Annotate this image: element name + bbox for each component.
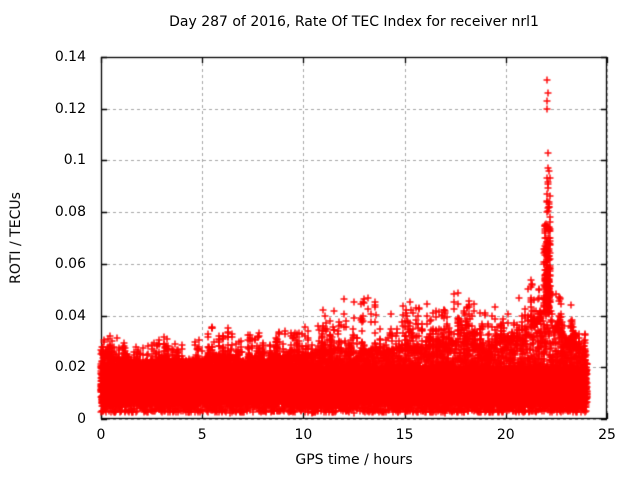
- y-tick-label: 0.12: [54, 100, 86, 117]
- x-tick-label: 10: [294, 427, 313, 443]
- x-tick-label: 5: [197, 427, 207, 443]
- y-axis-label: ROTI / TECUs: [8, 192, 24, 284]
- y-tick-label: 0: [77, 411, 86, 427]
- y-tick-label: 0.1: [63, 152, 86, 169]
- x-tick-label: 20: [496, 427, 515, 443]
- y-tick-label: 0.08: [54, 204, 86, 221]
- y-tick-label: 0.06: [54, 255, 86, 272]
- x-tick-label: 25: [598, 427, 616, 443]
- x-tick-label: 0: [96, 427, 106, 443]
- y-tick-label: 0.14: [54, 49, 86, 65]
- x-tick-label: 15: [395, 427, 414, 443]
- chart-title: Day 287 of 2016, Rate Of TEC Index for r…: [169, 14, 539, 30]
- y-tick-label: 0.02: [54, 359, 86, 376]
- y-tick-label: 0.04: [54, 307, 86, 324]
- x-axis-label: GPS time / hours: [295, 452, 413, 468]
